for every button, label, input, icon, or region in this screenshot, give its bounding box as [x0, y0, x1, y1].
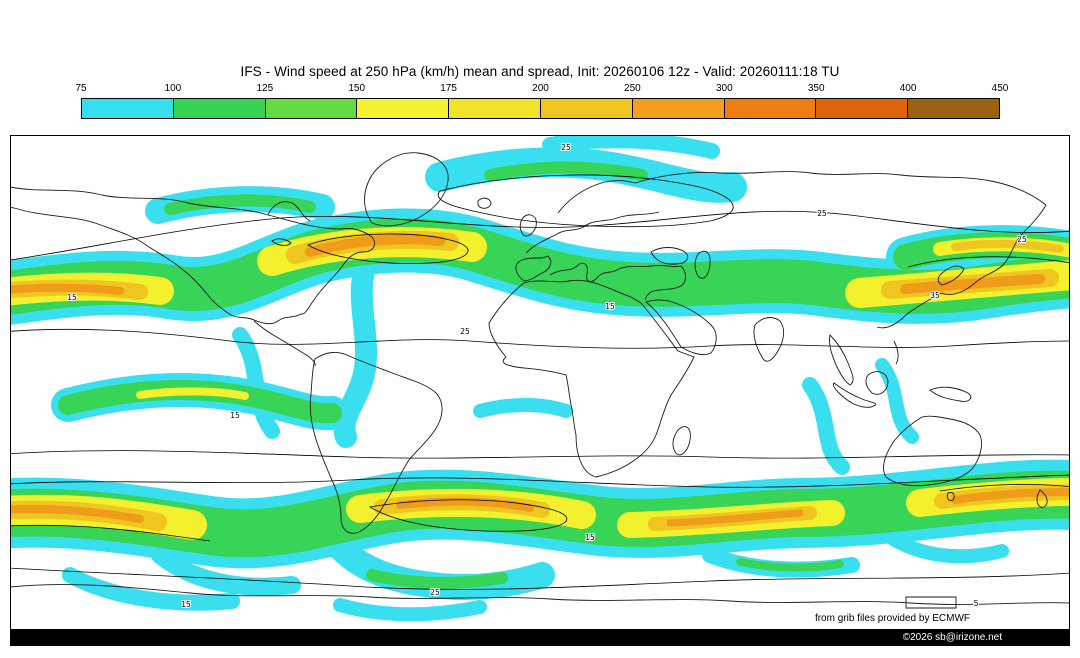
spread-contour-labels: 25 25 25 35 15 15 25 15 15 25 15 5	[66, 142, 1028, 610]
colorbar: 75 100 125 150 175 200 250 300 350 400 450	[75, 83, 1008, 123]
spread-contour-label: 5	[974, 599, 979, 608]
colorbar-tick-labels: 75 100 125 150 175 200 250 300 350 400 450	[75, 83, 1008, 97]
provider-credit: from grib files provided by ECMWF	[814, 613, 970, 624]
map-border	[10, 135, 1070, 630]
colorbar-segment	[356, 99, 449, 118]
copyright-bar: ©2026 sb@irizone.net	[10, 630, 1070, 646]
chart-title: IFS - Wind speed at 250 hPa (km/h) mean …	[240, 64, 840, 79]
colorbar-segment	[815, 99, 908, 118]
map-panel: 25 25 25 35 15 15 25 15 15 25 15 5 from grib files …	[10, 135, 1070, 646]
colorbar-tick-label: 450	[991, 83, 1009, 94]
colorbar-segment	[448, 99, 540, 118]
spread-contour-label: 25	[1017, 235, 1027, 244]
colorbar-tick-label: 300	[715, 83, 733, 94]
spread-contour-label: 15	[605, 302, 615, 311]
world-map-svg: 25 25 25 35 15 15 25 15 15 25 15 5	[10, 135, 1070, 630]
spread-contour-label: 35	[930, 291, 940, 300]
shading-250kmh	[10, 234, 1070, 527]
colorbar-segment	[82, 99, 173, 118]
colorbar-tick-label: 350	[807, 83, 825, 94]
spread-contour-label: 15	[230, 411, 240, 420]
colorbar-tick-label: 150	[348, 83, 366, 94]
spread-contour-label: 25	[430, 588, 440, 597]
spread-contour-label: 25	[817, 209, 827, 218]
colorbar-segment	[539, 99, 632, 118]
colorbar-segment	[264, 99, 357, 118]
colorbar-segment	[723, 99, 816, 118]
spread-contour-label: 15	[181, 600, 191, 609]
colorbar-tick-label: 250	[624, 83, 641, 94]
coastlines	[10, 152, 1070, 609]
copyright-text: ©2026 sb@irizone.net	[902, 632, 1002, 643]
colorbar-tick-label: 75	[75, 83, 87, 94]
spread-contour-label: 25	[460, 327, 470, 336]
colorbar-tick-label: 100	[164, 83, 182, 94]
wind-speed-shading	[10, 135, 1070, 622]
colorbar-segment	[631, 99, 724, 118]
spread-contour-label: 15	[585, 533, 595, 542]
colorbar-tick-label: 175	[440, 83, 457, 94]
colorbar-segment	[907, 99, 999, 118]
spread-contour-label: 15	[67, 293, 77, 302]
spread-contour-label: 25	[561, 143, 571, 152]
colorbar-tick-label: 125	[256, 83, 274, 94]
colorbar-gradient	[81, 98, 1000, 119]
colorbar-segment	[172, 99, 265, 118]
spread-contours	[10, 174, 1070, 590]
colorbar-tick-label: 200	[532, 83, 549, 94]
colorbar-tick-label: 400	[899, 83, 917, 94]
